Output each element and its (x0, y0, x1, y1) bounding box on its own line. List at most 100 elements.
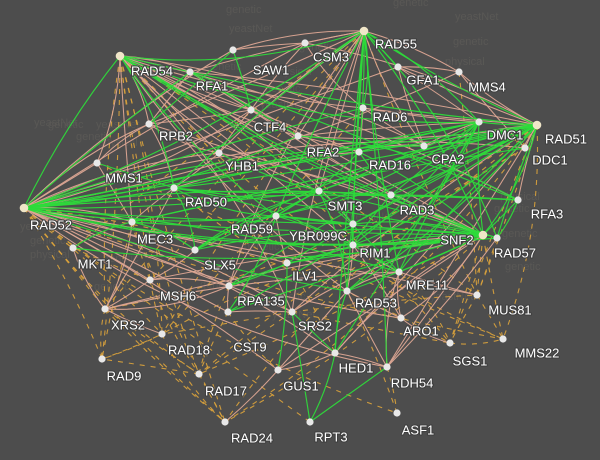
node-csm3[interactable] (301, 39, 309, 47)
node-label-layer: RAD54 SAW1 CSM3 RAD55 GFA1 MMS4 RFA1 RAD6 RPB2 CT… (29, 35, 588, 446)
edge-genetic (198, 373, 226, 423)
edge-physical (72, 247, 106, 310)
node-snf2[interactable] (478, 230, 488, 240)
edge-physical (386, 237, 498, 368)
node-label-mkt1: MKT1 (78, 256, 113, 271)
node-hed1[interactable] (331, 349, 339, 357)
node-mms4[interactable] (455, 68, 463, 76)
node-rfa1[interactable] (186, 68, 194, 76)
node-layer[interactable] (19, 26, 542, 426)
edge-physical (119, 55, 293, 313)
node-rad53[interactable] (343, 287, 351, 295)
node-dmc1[interactable] (475, 118, 483, 126)
edge-yeastnet (227, 234, 484, 313)
edge-physical (96, 123, 150, 164)
node-ddc1[interactable] (521, 144, 529, 152)
edge-yeastnet (218, 152, 320, 192)
node-mre11[interactable] (395, 268, 403, 276)
node-gfa1[interactable] (394, 63, 402, 71)
node-rad9[interactable] (98, 355, 106, 363)
edge-genetic (23, 207, 74, 249)
node-rad17[interactable] (195, 370, 203, 378)
node-label-mec3: MEC3 (137, 231, 173, 246)
edge-physical (148, 123, 484, 236)
node-rad16[interactable] (355, 148, 363, 156)
node-rad50[interactable] (170, 184, 178, 192)
edge-yeastnet (358, 151, 484, 236)
node-rfa2[interactable] (294, 132, 302, 140)
node-rad24[interactable] (221, 418, 229, 426)
edge-yeastnet (309, 366, 388, 423)
edge-physical (23, 42, 306, 209)
node-rdh54[interactable] (383, 363, 391, 371)
node-label-rad51: RAD51 (545, 131, 587, 146)
node-gus1[interactable] (274, 366, 282, 374)
edge-physical (397, 66, 480, 123)
node-label-yhb1: YHB1 (225, 158, 259, 173)
node-mus81[interactable] (473, 291, 481, 299)
edge-physical (96, 55, 121, 164)
edge-genetic (449, 294, 478, 344)
edge-physical (398, 271, 478, 296)
node-rpt3[interactable] (306, 418, 314, 426)
node-sgs1[interactable] (446, 339, 454, 347)
edge-physical (362, 107, 480, 123)
node-mms22[interactable] (499, 335, 507, 343)
edge-yeastnet (189, 71, 299, 137)
edge-yeastnet (228, 262, 288, 287)
node-rad51[interactable] (532, 120, 542, 130)
node-rpa135[interactable] (225, 282, 233, 290)
edge-genetic (346, 290, 398, 414)
node-rad18[interactable] (158, 330, 166, 338)
node-smt3[interactable] (315, 187, 323, 195)
edge-physical (131, 187, 175, 223)
node-rad3[interactable] (387, 191, 395, 199)
node-rad57[interactable] (493, 234, 501, 242)
node-ybr099c[interactable] (349, 220, 357, 228)
edge-genetic (476, 237, 498, 296)
node-saw1[interactable] (229, 46, 237, 54)
edge-physical (119, 55, 348, 292)
node-mms1[interactable] (93, 159, 101, 167)
edge-physical (173, 152, 220, 189)
node-xrs2[interactable] (101, 305, 109, 313)
edge-physical (224, 369, 279, 423)
node-rpb2[interactable] (145, 120, 153, 128)
node-label-rpb2: RPB2 (159, 128, 193, 143)
node-msh6[interactable] (146, 276, 154, 284)
node-yhb1[interactable] (215, 149, 223, 157)
node-mec3[interactable] (128, 218, 136, 226)
edge-physical (149, 249, 196, 281)
edge-physical (149, 277, 230, 287)
node-rim1[interactable] (349, 241, 357, 249)
node-ctf4[interactable] (247, 106, 255, 114)
node-cpa2[interactable] (420, 142, 428, 150)
node-rad59[interactable] (272, 212, 280, 220)
node-aro1[interactable] (397, 314, 405, 322)
node-rad52[interactable] (19, 203, 29, 213)
node-rfa3[interactable] (514, 196, 522, 204)
edge-yeastnet (23, 190, 320, 209)
node-rad55[interactable] (359, 26, 369, 36)
edge-genetic (104, 308, 200, 375)
node-label-rpt3: RPT3 (314, 429, 347, 444)
node-mkt1[interactable] (69, 244, 77, 252)
node-rad54[interactable] (115, 51, 125, 61)
node-rad6[interactable] (359, 104, 367, 112)
node-slx5[interactable] (191, 246, 199, 254)
edge-physical (148, 71, 191, 125)
edge-yeastnet (227, 215, 277, 313)
edge-yeastnet (131, 221, 196, 251)
edge-genetic (449, 338, 504, 345)
edge-genetic (173, 187, 348, 292)
edge-physical (277, 352, 336, 371)
node-label-rfa3: RFA3 (531, 206, 564, 221)
node-cst9[interactable] (224, 308, 232, 316)
node-label-mus81: MUS81 (488, 302, 531, 317)
node-srs2[interactable] (288, 308, 296, 316)
node-ilv1[interactable] (283, 259, 291, 267)
node-label-cst9: CST9 (233, 339, 266, 354)
node-asf1[interactable] (393, 409, 401, 417)
